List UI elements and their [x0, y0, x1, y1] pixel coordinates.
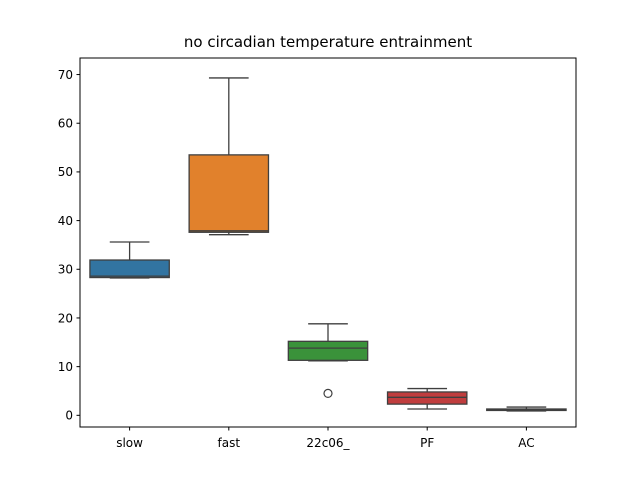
y-tick-label: 20	[58, 311, 73, 325]
y-tick-label: 40	[58, 214, 73, 228]
box-body	[89, 259, 170, 279]
y-axis: 0 10 20 30 40 50 60 70	[58, 68, 80, 423]
box-body	[188, 154, 270, 233]
x-tick-label: fast	[218, 436, 241, 450]
chart-title: no circadian temperature entrainment	[183, 33, 473, 51]
plot-frame	[79, 57, 577, 428]
x-tick-label: slow	[116, 436, 143, 450]
x-tick-label: 22c06_	[306, 436, 350, 450]
y-tick-label: 30	[58, 263, 73, 277]
box-22c06-	[287, 323, 369, 399]
y-tick-label: 50	[58, 165, 73, 179]
x-tick-label: PF	[420, 436, 434, 450]
boxes-layer	[89, 77, 567, 412]
outlier-point	[323, 388, 333, 399]
box-slow	[89, 241, 170, 279]
box-body	[386, 391, 468, 405]
x-tick-label: AC	[518, 436, 534, 450]
box-ac	[486, 406, 567, 412]
y-tick-label: 0	[65, 409, 73, 423]
box-pf	[386, 387, 468, 410]
x-axis: slow fast 22c06_ PF AC	[116, 427, 535, 450]
y-tick-label: 10	[58, 360, 73, 374]
y-tick-label: 70	[58, 68, 73, 82]
box-body	[287, 340, 369, 361]
box-fast	[188, 77, 270, 236]
y-tick-label: 60	[58, 117, 73, 131]
